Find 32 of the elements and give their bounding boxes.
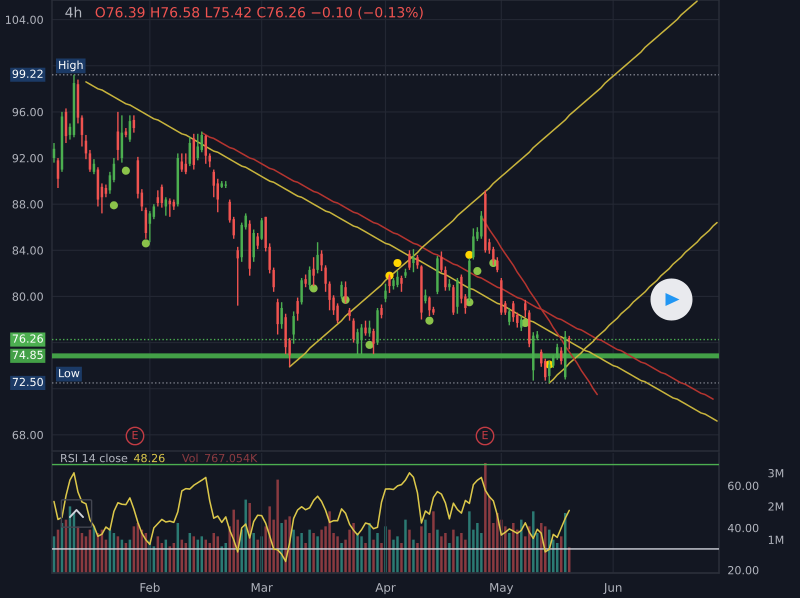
y2-tick-label: 3M xyxy=(768,468,784,478)
y-tick-label: 84.00 xyxy=(12,246,43,255)
y-tick-label: 20.00 xyxy=(728,566,758,574)
text: 72.50 xyxy=(12,378,43,386)
chart-subtitle: O76.39 H76.58 L75.42 C76.26 −0.10 (−0.13%) xyxy=(96,6,423,20)
text: 76.26 xyxy=(12,334,43,343)
annotation: 48.26 xyxy=(134,454,165,462)
x-tick-label: Apr xyxy=(375,583,396,594)
x-tick-label: Feb xyxy=(140,582,160,592)
ref-line-label: Low xyxy=(59,369,80,378)
x-tick-label: Jun xyxy=(603,583,622,594)
annotation: 767.054K xyxy=(205,454,258,462)
annotation: E xyxy=(482,430,488,440)
text: Vol xyxy=(182,454,198,462)
y2-tick-label: 1M xyxy=(768,536,784,544)
y-tick-label: 80.00 xyxy=(12,292,43,301)
y-tick-label: 60.00 xyxy=(728,482,758,490)
x-tick-label: May xyxy=(490,583,514,594)
y2-tick-label: 2M xyxy=(768,502,784,511)
ref-line-label: High xyxy=(59,60,83,72)
y-tick-label: 88.00 xyxy=(12,200,43,209)
x-tick-label: Mar xyxy=(252,583,273,592)
chart-title: 4h xyxy=(65,6,82,18)
text: 74.85 xyxy=(12,350,43,360)
y-tick-label: 104.00 xyxy=(6,16,43,24)
y-tick-label: 68.00 xyxy=(12,430,43,440)
annotation: E xyxy=(132,430,138,440)
series-label: RSI 14 close xyxy=(61,454,128,462)
y-tick-label: 92.00 xyxy=(12,154,43,162)
y-tick-label: 96.00 xyxy=(12,108,43,116)
text: 99.22 xyxy=(12,70,43,78)
y-tick-label: 40.00 xyxy=(728,524,758,532)
